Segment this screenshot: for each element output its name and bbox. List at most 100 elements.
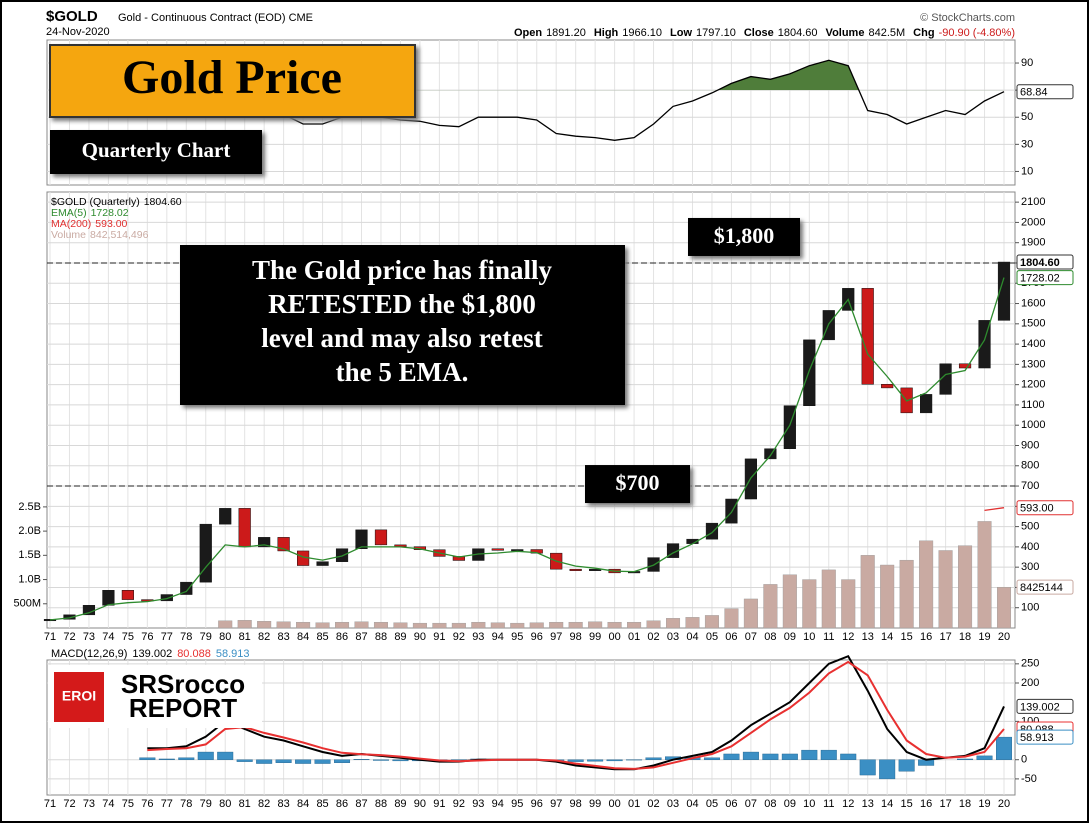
x-tick-label: 03 [667,631,679,643]
volume-bar [316,623,330,628]
x-tick-label: 72 [63,798,75,810]
quote-label: Open [514,27,542,39]
y-tick-label: 2000 [1021,216,1045,228]
histogram-bar [334,760,350,763]
x-tick-label: 18 [959,631,971,643]
value-tag: 1804.60 [1020,257,1060,269]
x-tick-label: 90 [414,798,426,810]
y-tick-label: 1400 [1021,338,1045,350]
y-tick-label: 30 [1021,138,1033,150]
x-tick-label: 12 [842,798,854,810]
histogram-bar [879,760,895,779]
x-tick-label: 73 [83,631,95,643]
histogram-bar [821,750,837,760]
y-tick-label: 1600 [1021,297,1045,309]
legend-value: 80.088 [177,648,211,660]
quote-label: Close [744,27,774,39]
y-tick-label: 0 [1021,754,1027,766]
x-tick-label: 15 [901,631,913,643]
x-tick-label: 14 [881,798,893,810]
volume-bar [919,541,933,628]
x-tick-label: 05 [706,631,718,643]
volume-bar [764,584,778,628]
volume-bar [783,575,797,628]
x-tick-label: 99 [589,631,601,643]
histogram-bar [996,737,1012,760]
legend-value: 58.913 [216,648,250,660]
histogram-bar [977,756,993,760]
candle [219,508,231,524]
y-tick-label: 700 [1021,480,1039,492]
x-tick-label: 76 [141,631,153,643]
histogram-bar [704,758,720,760]
x-tick-label: 09 [784,798,796,810]
x-tick-label: 85 [316,798,328,810]
y-tick-label: 10 [1021,165,1033,177]
x-tick-label: 88 [375,631,387,643]
x-tick-label: 98 [570,631,582,643]
quote-label: Low [670,27,692,39]
volume-bar [686,617,700,628]
x-tick-label: 15 [901,798,913,810]
volume-bar [433,623,447,628]
histogram-bar [724,754,740,760]
quote-value: 842.5M [868,27,905,39]
x-tick-label: 03 [667,798,679,810]
x-tick-label: 82 [258,631,270,643]
histogram-bar [568,760,584,762]
x-tick-label: 81 [239,798,251,810]
value-tag: 139.002 [1020,701,1060,713]
x-tick-label: 07 [745,631,757,643]
x-tick-label: 19 [978,631,990,643]
histogram-bar [237,760,253,762]
logo: EROI SRSrocco REPORT [48,665,262,728]
x-tick-label: 94 [492,631,504,643]
x-tick-label: 83 [278,798,290,810]
x-tick-label: 96 [531,798,543,810]
quote-label: High [594,27,619,39]
x-tick-label: 92 [453,631,465,643]
volume-bar [510,623,524,628]
subtitle: Quarterly Chart [82,138,231,162]
histogram-bar [763,754,779,760]
volume-bar [725,609,739,628]
histogram-bar [587,760,603,762]
x-tick-label: 08 [764,631,776,643]
x-tick-label: 81 [239,631,251,643]
histogram-bar [295,760,311,764]
y2-tick-label: 1.5B [18,549,41,561]
note-line: The Gold price has finally [252,255,553,285]
volume-bar [666,618,680,628]
quote-value: 1804.60 [778,27,818,39]
candle [239,508,251,547]
y-tick-label: 300 [1021,561,1039,573]
volume-bar [939,550,953,628]
y-tick-label: 1500 [1021,318,1045,330]
y-tick-label: 2100 [1021,196,1045,208]
volume-bar [958,546,972,628]
x-tick-label: 74 [102,631,114,643]
volume-bar [413,623,427,628]
note-line: the 5 EMA. [336,357,469,387]
candle [920,394,932,412]
x-tick-label: 93 [472,631,484,643]
y2-tick-label: 2.0B [18,525,41,537]
quote-label: Volume [826,27,865,39]
x-tick-label: 19 [978,798,990,810]
y-tick-label: 1100 [1021,399,1045,411]
histogram-bar [899,760,915,772]
source: © StockCharts.com [920,12,1015,24]
x-tick-label: 76 [141,798,153,810]
x-tick-label: 20 [998,631,1010,643]
x-tick-label: 77 [161,631,173,643]
volume-bar [802,580,816,628]
title: Gold Price [122,51,342,104]
volume-bar [452,623,466,628]
value-tag: 593.00 [1020,503,1054,515]
x-tick-label: 00 [608,798,620,810]
value-tag: 1728.02 [1020,272,1060,284]
x-tick-label: 79 [200,798,212,810]
y-tick-label: 100 [1021,602,1039,614]
